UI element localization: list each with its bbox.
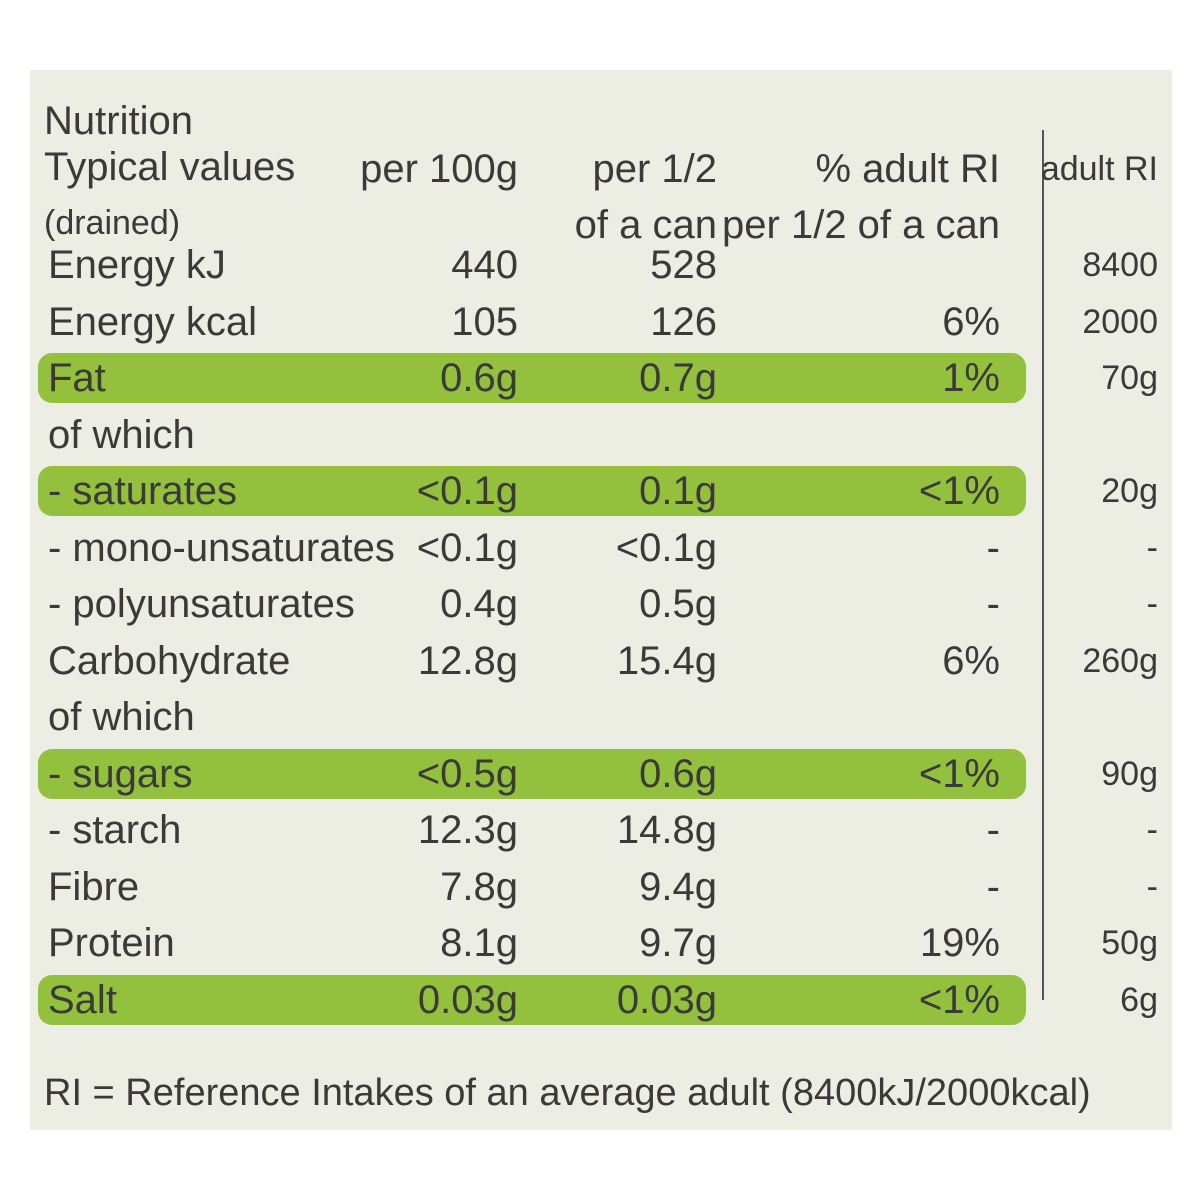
footnote: RI = Reference Intakes of an average adu… [44,1072,1091,1114]
cell-value: - [1146,528,1158,567]
cell-value: <0.1g [615,525,717,570]
cell-value: - [1146,811,1158,849]
nutrition-label: Nutrition RI = Reference Intakes of an a… [30,70,1172,1130]
cell-value: 15.4g [616,638,717,683]
cell-value: 126 [650,299,717,344]
row-label: - sugars [48,751,193,796]
column-header: adult RI [1040,150,1158,188]
row-label: Energy kcal [48,299,257,344]
column-header: per 1/2 of a can [722,203,1000,247]
cell-value: <0.1g [416,525,518,570]
row-label: of which [48,412,195,457]
cell-value: 20g [1101,472,1158,510]
column-header: per 1/2 [592,147,717,191]
row-label: - starch [48,808,182,852]
cell-value: 0.03g [417,977,518,1022]
cell-value: 12.3g [417,808,518,852]
cell-value: - [986,582,1000,626]
cell-value: - [1146,867,1158,906]
cell-value: 12.8g [417,638,518,683]
cell-value: 0.03g [616,977,717,1022]
cell-value: <1% [918,469,1000,513]
cell-value: - [986,864,1000,909]
cell-value: 1% [942,356,1000,400]
label-title: Nutrition [44,99,193,143]
column-header: Typical values [44,145,296,189]
cell-value: 9.4g [639,864,717,909]
cell-value: 6g [1120,980,1158,1019]
cell-value: 8400 [1082,246,1158,284]
cell-value: 7.8g [440,864,518,909]
row-label: Fibre [48,864,140,909]
cell-value: <1% [918,977,1000,1022]
cell-value: 90g [1101,754,1158,793]
row-label: Carbohydrate [48,638,291,683]
row-label: - saturates [48,469,237,513]
column-header: per 100g [360,147,518,191]
cell-value: <0.1g [416,469,518,513]
cell-value: 528 [650,243,717,287]
highlight-bar [38,353,1026,403]
row-label: Salt [48,977,117,1022]
cell-value: 440 [451,243,518,287]
column-header: (drained) [44,204,181,242]
row-label: - mono-unsaturates [48,525,395,570]
cell-value: - [986,525,1000,570]
cell-value: 14.8g [616,808,717,852]
row-label: Protein [48,921,175,965]
cell-value: <1% [918,751,1000,796]
cell-value: 6% [942,638,1000,683]
cell-value: 50g [1101,924,1158,962]
column-divider [1042,130,1044,1000]
cell-value: 105 [451,299,518,344]
cell-value: 8.1g [440,921,518,965]
highlight-bar [38,974,1026,1025]
cell-value: - [1146,585,1158,623]
cell-value: 2000 [1082,302,1158,341]
cell-value: 6% [942,299,1000,344]
highlight-bar [38,748,1026,799]
cell-value: 19% [919,921,1000,965]
cell-value: 0.6g [440,356,518,400]
cell-value: <0.5g [416,751,518,796]
row-label: - polyunsaturates [48,582,355,626]
row-label: Fat [48,356,106,400]
cell-value: 0.1g [639,469,717,513]
highlight-bar [38,466,1026,516]
cell-value: 260g [1082,641,1158,680]
row-label: Energy kJ [48,243,226,287]
cell-value: 0.4g [440,582,518,626]
cell-value: 9.7g [639,921,717,965]
row-label: of which [48,695,195,739]
cell-value: 0.7g [639,356,717,400]
column-header: of a can [574,203,717,247]
cell-value: 0.6g [639,751,717,796]
cell-value: 70g [1101,359,1158,397]
column-header: % adult RI [815,147,1000,191]
cell-value: - [986,808,1000,852]
cell-value: 0.5g [639,582,717,626]
